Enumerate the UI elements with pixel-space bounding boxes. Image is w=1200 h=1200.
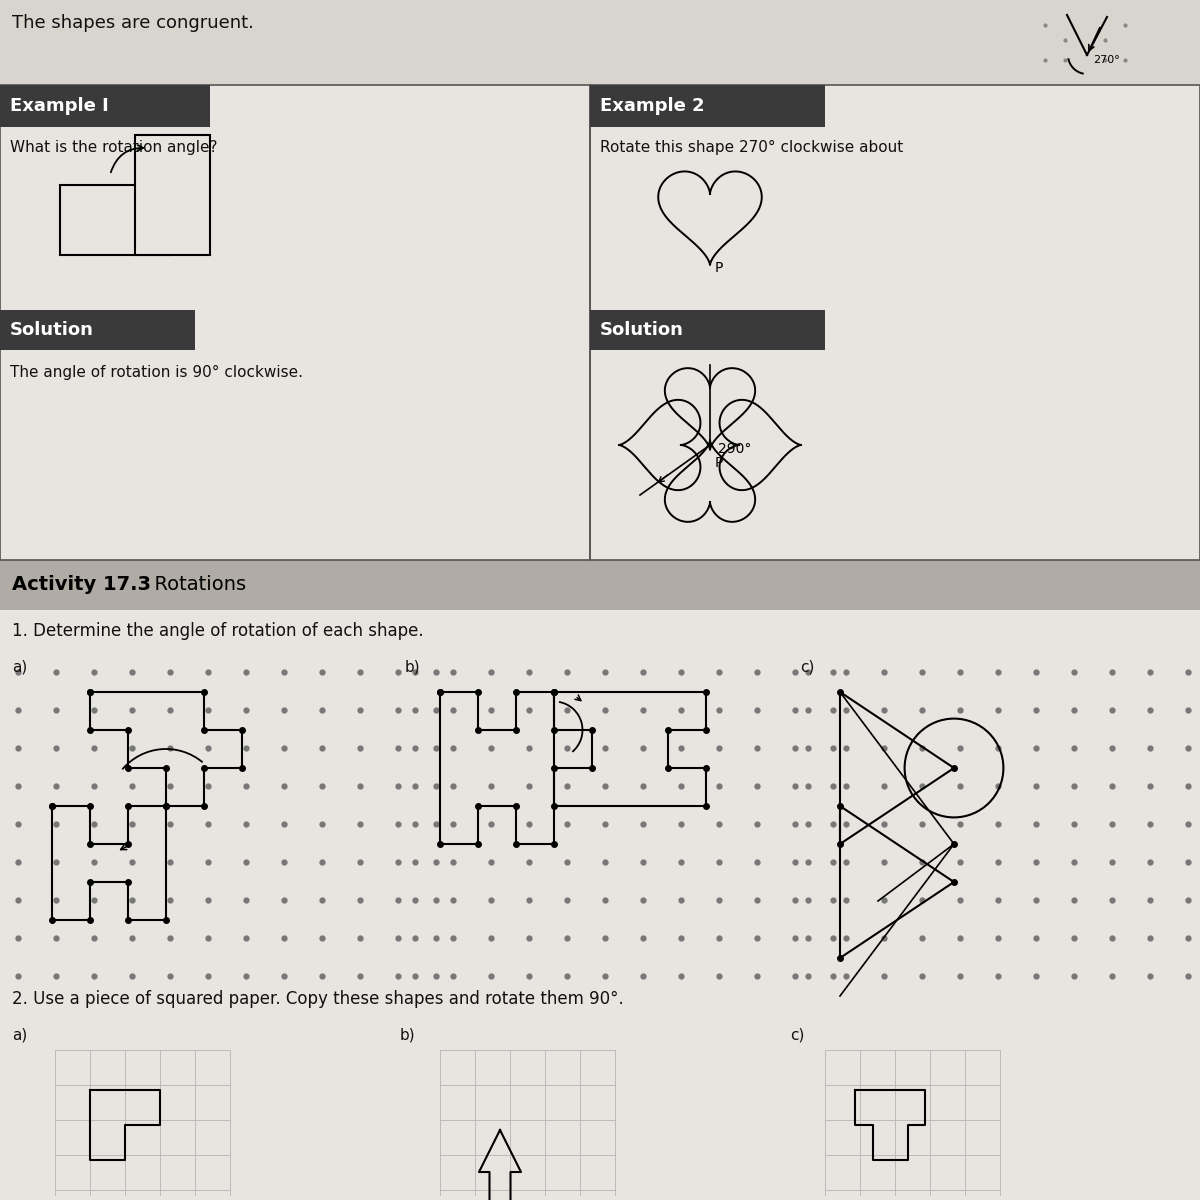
Text: b): b)	[400, 1028, 415, 1043]
Text: a): a)	[12, 1028, 28, 1043]
Text: Solution: Solution	[10, 320, 94, 338]
Text: Example 2: Example 2	[600, 97, 704, 115]
Text: The shapes are congruent.: The shapes are congruent.	[12, 14, 254, 32]
Bar	[590, 310, 826, 350]
Bar	[590, 85, 1200, 560]
Bar	[0, 560, 1200, 610]
Text: Activity 17.3: Activity 17.3	[12, 576, 151, 594]
Text: P: P	[715, 260, 724, 275]
Bar	[590, 85, 826, 127]
Text: Example I: Example I	[10, 97, 109, 115]
Text: 2. Use a piece of squared paper. Copy these shapes and rotate them 90°.: 2. Use a piece of squared paper. Copy th…	[12, 990, 624, 1008]
Text: b): b)	[406, 660, 421, 674]
Text: Solution: Solution	[600, 320, 684, 338]
Bar	[0, 85, 590, 560]
Text: 270°: 270°	[1093, 55, 1120, 65]
Bar	[0, 85, 210, 127]
Bar	[590, 85, 1200, 560]
Text: a): a)	[12, 660, 28, 674]
Bar	[0, 0, 1200, 85]
Text: 290°: 290°	[718, 442, 751, 456]
Text: 1. Determine the angle of rotation of each shape.: 1. Determine the angle of rotation of ea…	[12, 622, 424, 640]
Text: c): c)	[800, 660, 815, 674]
Bar	[60, 185, 170, 254]
Bar	[0, 85, 590, 560]
Text: Rotations: Rotations	[142, 576, 246, 594]
Bar	[0, 310, 194, 350]
Bar	[0, 610, 1200, 1200]
Text: c): c)	[790, 1028, 804, 1043]
Text: Rotate this shape 270° clockwise about: Rotate this shape 270° clockwise about	[600, 140, 904, 155]
Text: What is the rotation angle?: What is the rotation angle?	[10, 140, 217, 155]
Bar	[134, 134, 210, 254]
Text: The angle of rotation is 90° clockwise.: The angle of rotation is 90° clockwise.	[10, 365, 302, 380]
Text: P: P	[715, 456, 724, 470]
